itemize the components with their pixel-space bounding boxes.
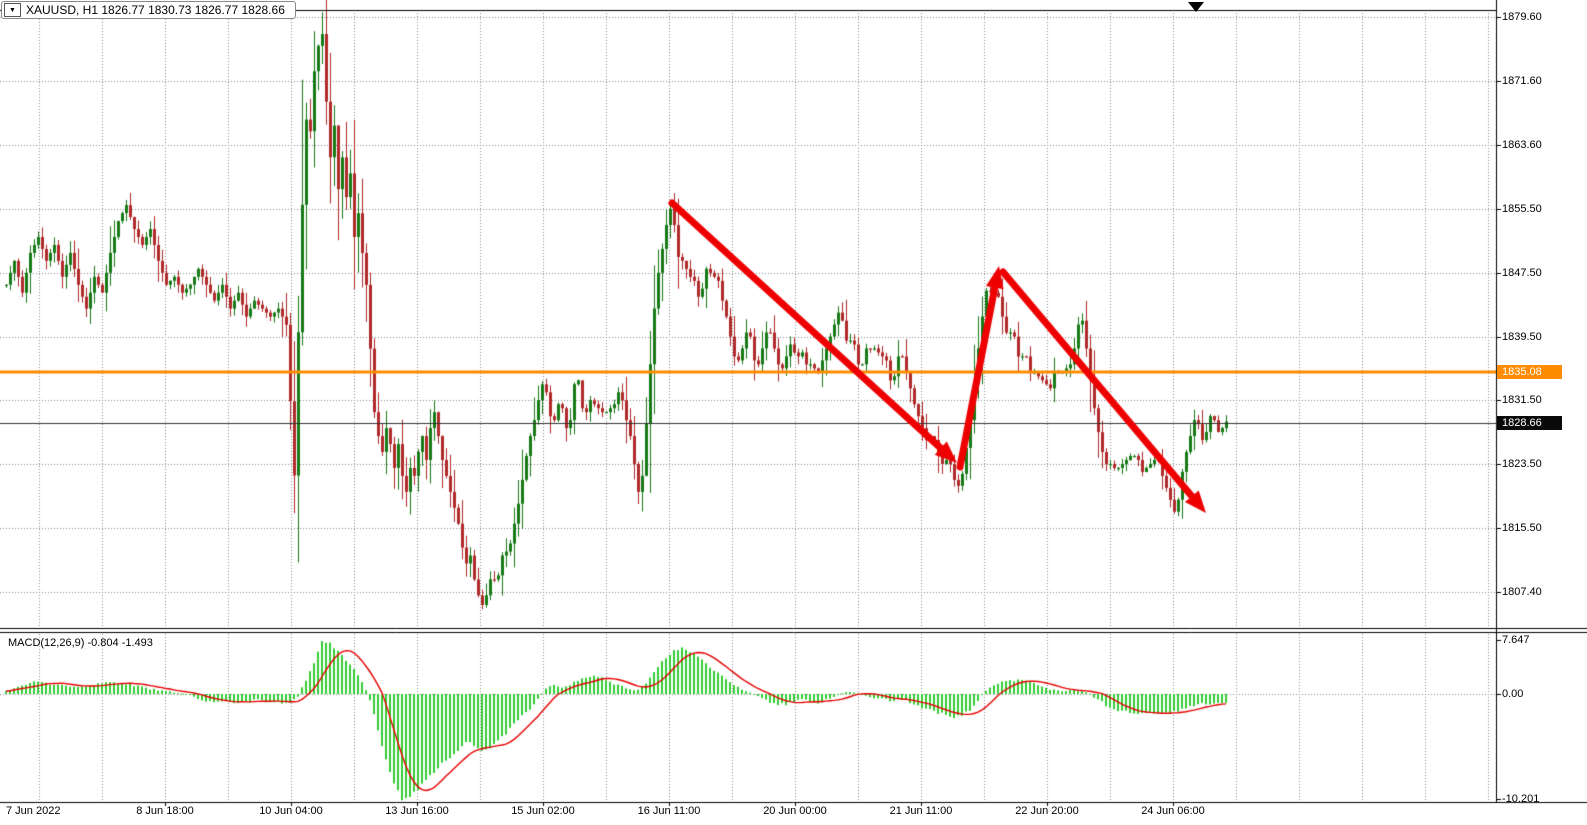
price-tag-orange: 1835.08 <box>1497 364 1562 379</box>
time-scale[interactable]: 7 Jun 2022 8 Jun 18:00 10 Jun 04:00 13 Jun … <box>0 805 1496 825</box>
price-tick-label: 1831.50 <box>1502 394 1542 407</box>
time-tick-label: 8 Jun 18:00 <box>136 805 194 817</box>
price-tick-label: 1807.40 <box>1502 586 1542 599</box>
time-tick-label: 22 Jun 20:00 <box>1015 805 1079 817</box>
time-tick-label: 15 Jun 02:00 <box>511 805 575 817</box>
time-tick-label: 24 Jun 06:00 <box>1141 805 1205 817</box>
time-tick-label: 16 Jun 11:00 <box>637 805 701 817</box>
time-tick-label: 21 Jun 11:00 <box>889 805 953 817</box>
price-tick-label: 1863.60 <box>1502 138 1542 151</box>
symbol-dropdown-icon[interactable]: ▼ <box>4 3 21 17</box>
macd-tick-label: 0.00 <box>1502 688 1524 700</box>
price-tick-label: 1823.50 <box>1502 457 1542 470</box>
chart-title-box: ▼ XAUUSD, H1 1826.77 1830.73 1826.77 182… <box>1 1 296 19</box>
macd-tick-label: 7.647 <box>1502 634 1530 646</box>
price-tick-label: 1871.60 <box>1502 74 1542 87</box>
price-tick-label: 1847.50 <box>1502 266 1542 279</box>
chart-title: XAUUSD, H1 1826.77 1830.73 1826.77 1828.… <box>26 3 285 17</box>
price-tag-current: 1828.66 <box>1497 415 1562 430</box>
time-tick-label: 20 Jun 00:00 <box>763 805 827 817</box>
macd-scale[interactable]: 7.647 0.00 -10.201 <box>1496 0 1587 805</box>
time-tick-label: 13 Jun 16:00 <box>385 805 449 817</box>
price-scale[interactable]: 1835.08 1828.66 1879.60 1871.60 1863.60 185… <box>1496 0 1587 802</box>
time-tick-label: 7 Jun 2022 <box>6 805 61 817</box>
macd-indicator-label: MACD(12,26,9) -0.804 -1.493 <box>8 637 153 649</box>
price-tick-label: 1815.50 <box>1502 521 1542 534</box>
price-tick-label: 1855.50 <box>1502 203 1542 216</box>
price-tick-label: 1839.50 <box>1502 330 1542 343</box>
time-marker-icon <box>1188 2 1204 12</box>
time-tick-label: 10 Jun 04:00 <box>259 805 323 817</box>
macd-tick-label: -10.201 <box>1502 793 1540 805</box>
price-tick-label: 1879.60 <box>1502 11 1542 24</box>
